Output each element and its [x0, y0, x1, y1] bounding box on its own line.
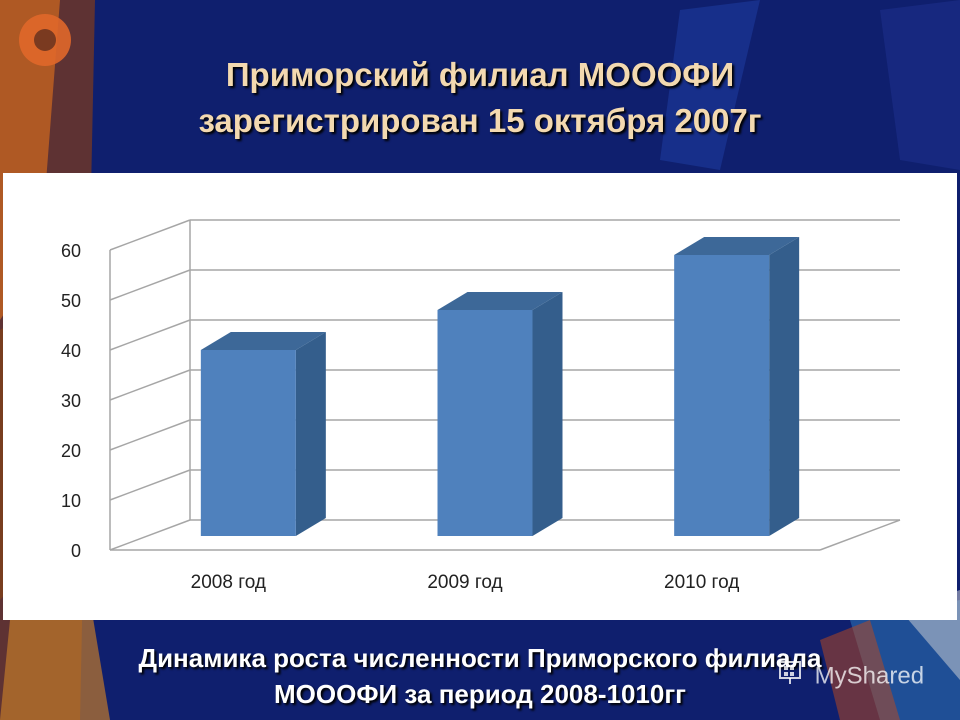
grid-diagonal-6 [109, 219, 191, 251]
floor-right-edge [819, 519, 901, 551]
bar-top-2 [674, 237, 800, 255]
grid-diagonal-2 [109, 419, 191, 451]
bar-0 [200, 332, 326, 536]
caption-line-2: МОООФИ за период 2008-1010гг [274, 679, 686, 709]
myshared-logo-icon [778, 660, 808, 694]
bar-front-1 [437, 310, 533, 536]
caption-line-1: Динамика роста численности Приморского ф… [138, 643, 822, 673]
grid-diagonal-3 [109, 369, 191, 401]
slide-title-line-2: зарегистрирован 15 октября 2007г [198, 102, 762, 139]
grid-diagonal-1 [109, 469, 191, 501]
grid-diagonal-4 [109, 319, 191, 351]
bar-1 [437, 292, 563, 536]
bar-front-0 [200, 350, 296, 536]
watermark-text: MyShared [814, 662, 925, 690]
y-tick-label-5: 50 [61, 291, 81, 311]
bar-top-0 [200, 332, 326, 350]
bar-top-1 [437, 292, 563, 310]
bar-2 [674, 237, 800, 536]
bar-front-2 [674, 255, 770, 536]
x-tick-label-2: 2010 год [664, 572, 739, 593]
bar-chart: 0 10 20 30 40 50 60 2008 год 2009 год 2010 год [61, 219, 901, 593]
x-tick-label-0: 2008 год [191, 572, 266, 593]
slide-title: Приморский филиал МОООФИ зарегистрирован… [90, 52, 870, 144]
grid-diagonal-5 [109, 269, 191, 301]
slide-caption: Динамика роста численности Приморского ф… [40, 640, 920, 712]
y-tick-label-1: 10 [61, 491, 81, 511]
grid-diagonal-0 [109, 519, 191, 551]
chart-panel: 0 10 20 30 40 50 60 2008 год 2009 год 2010 год [3, 173, 957, 620]
y-tick-label-4: 40 [61, 341, 81, 361]
y-tick-label-0: 0 [71, 541, 81, 561]
y-tick-label-2: 20 [61, 441, 81, 461]
bar-side-2 [769, 237, 800, 536]
y-tick-label-3: 30 [61, 391, 81, 411]
slide-title-line-1: Приморский филиал МОООФИ [225, 56, 735, 93]
bar-side-0 [295, 332, 326, 536]
y-tick-label-6: 60 [61, 241, 81, 261]
watermark: MyShared [778, 660, 924, 690]
bar-side-1 [532, 292, 563, 536]
x-tick-label-1: 2009 год [427, 572, 502, 593]
